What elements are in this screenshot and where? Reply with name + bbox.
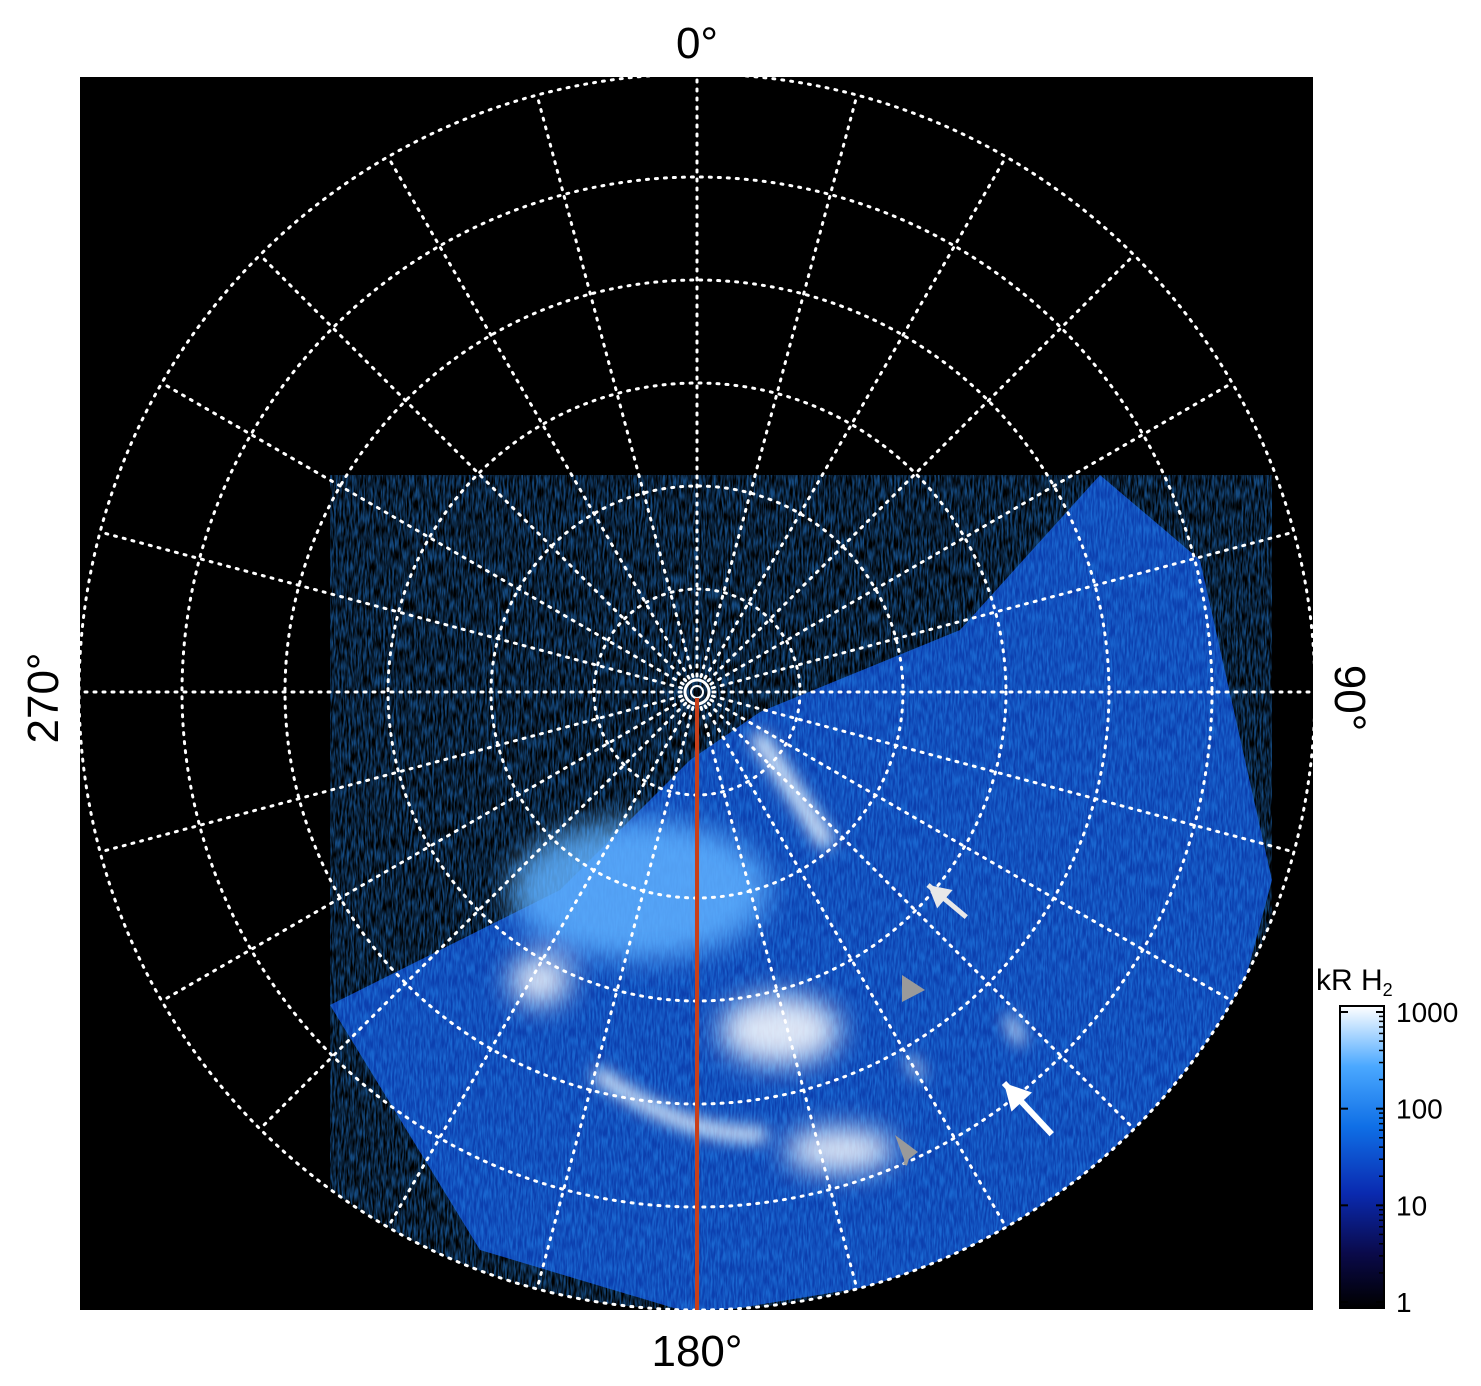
colorbar-gradient xyxy=(1339,1005,1385,1309)
colorbar: 1 10 100 1000 kR H2 xyxy=(1316,964,1458,1318)
longitude-spoke xyxy=(386,704,691,1229)
longitude-spoke xyxy=(98,694,683,854)
longitude-spoke xyxy=(98,530,683,690)
longitude-spoke xyxy=(709,698,1234,1003)
longitude-spoke xyxy=(711,694,1296,854)
longitude-spoke xyxy=(160,381,685,686)
colorbar-title-subscript: 2 xyxy=(1383,980,1393,1000)
white-arrow-icon xyxy=(926,883,968,920)
longitude-spoke xyxy=(706,701,1136,1131)
annotation-arrows xyxy=(895,883,1054,1166)
white-arrow-icon xyxy=(1001,1080,1054,1137)
grey-arrow-tail xyxy=(903,1154,910,1166)
longitude-label-bottom: 180° xyxy=(651,1327,742,1376)
longitude-spoke xyxy=(703,155,1008,680)
colorbar-title-main: kR H xyxy=(1316,964,1383,997)
longitude-spoke xyxy=(535,93,695,678)
longitude-spoke xyxy=(535,706,695,1291)
longitude-spoke xyxy=(160,698,685,1003)
colorbar-title: kR H2 xyxy=(1316,964,1393,1000)
colorbar-tick-label: 10 xyxy=(1396,1190,1427,1221)
longitude-spoke xyxy=(699,93,859,678)
colorbar-tick-label: 100 xyxy=(1396,1094,1443,1125)
colorbar-tick-label: 1 xyxy=(1396,1287,1412,1318)
longitude-spoke xyxy=(258,253,688,683)
longitude-label-top: 0° xyxy=(676,19,718,68)
longitude-label-left: 270° xyxy=(19,652,68,743)
longitude-spoke xyxy=(386,155,691,680)
longitude-spoke xyxy=(711,530,1296,690)
longitude-label-right: 90° xyxy=(1325,665,1374,732)
emission-noise xyxy=(330,475,1272,1310)
grey-arrow-icon xyxy=(895,1135,918,1162)
longitude-spoke xyxy=(703,704,1008,1229)
grey-arrow-icon xyxy=(902,975,925,1002)
colorbar-ticks: 1 10 100 1000 xyxy=(1340,997,1458,1318)
longitude-spoke xyxy=(258,701,688,1131)
emission-layer xyxy=(330,475,1272,1310)
colorbar-tick-label: 1000 xyxy=(1396,997,1458,1028)
longitude-spoke xyxy=(706,253,1136,683)
longitude-spoke xyxy=(709,381,1234,686)
longitude-spoke xyxy=(699,706,859,1291)
